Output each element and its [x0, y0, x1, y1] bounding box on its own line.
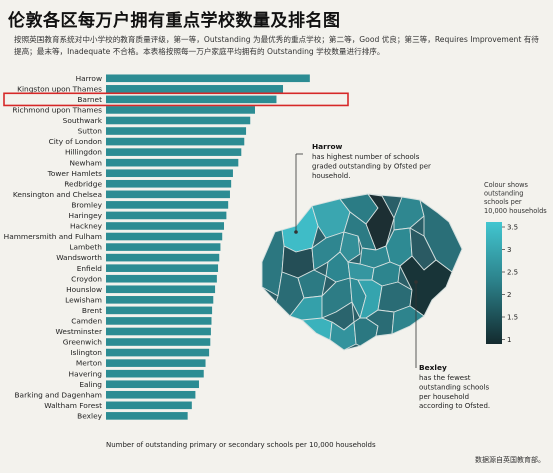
bar [106, 243, 221, 251]
category-label: Hammersmith and Fulham [4, 232, 102, 241]
legend-title: Colour shows outstanding schools per 10,000… [484, 181, 547, 215]
map-kingston [301, 317, 333, 341]
category-label: Tower Hamlets [47, 169, 103, 178]
harrow-annotation-text: has highest number of schools graded outs… [312, 153, 431, 180]
bar [106, 85, 284, 93]
bar [106, 137, 245, 146]
bar [106, 232, 223, 241]
category-label: Sutton [78, 127, 103, 136]
category-label: Brent [82, 306, 102, 315]
bar [106, 306, 213, 315]
category-label: Bromley [71, 200, 102, 209]
bar [106, 317, 212, 325]
bar [106, 380, 199, 389]
bar [106, 169, 233, 178]
bar [106, 179, 232, 188]
bar [106, 390, 196, 399]
legend-tick-label: 1.5 [507, 313, 518, 321]
legend-tick-label: 2 [507, 291, 511, 299]
legend-tick-label: 3 [507, 246, 511, 254]
category-label: Haringey [69, 211, 103, 220]
page-title: 伦敦各区每万户拥有重点学校数量及排名图 [8, 11, 341, 31]
bar [106, 264, 219, 272]
bar [106, 296, 214, 304]
category-label: Barking and Dagenham [14, 390, 102, 399]
page-subtitle: 按照英国教育系统对中小学校的教育质量评级，第一等，Outstanding 为最优… [14, 35, 539, 56]
category-label: Wandsworth [56, 253, 102, 262]
category-label: Ealing [79, 380, 102, 389]
category-label: Havering [69, 369, 103, 378]
bar [106, 274, 217, 283]
bexley-annotation-text: has the fewest outstanding schools per hou… [419, 374, 490, 410]
bar [106, 285, 216, 294]
category-label: Camden [71, 317, 102, 326]
category-label: Kensington and Chelsea [13, 190, 102, 199]
category-label: Croydon [71, 274, 102, 283]
category-label: Lewisham [65, 295, 102, 304]
bar [106, 338, 211, 346]
category-label: Richmond upon Thames [12, 106, 102, 115]
bar [106, 348, 210, 357]
bar [106, 190, 230, 199]
bar [106, 211, 227, 220]
harrow-annotation-title: Harrow [312, 142, 343, 151]
legend-tick-label: 2.5 [507, 268, 518, 276]
highlight-box [3, 92, 349, 107]
category-label: Harrow [76, 74, 102, 83]
london-map [261, 193, 463, 351]
bar [106, 158, 239, 167]
harrow-leader-dot [294, 230, 298, 234]
bar [106, 412, 188, 420]
map-bexley [399, 255, 453, 317]
bar [106, 116, 251, 125]
category-label: Greenwich [63, 338, 103, 347]
category-label: Islington [70, 348, 102, 357]
bar [106, 127, 247, 135]
category-label: Enfield [77, 264, 103, 273]
bar [106, 359, 206, 367]
category-label: Hounslow [66, 285, 102, 294]
x-axis-label: Number of outstanding primary or seconda… [106, 441, 376, 449]
legend-colour-bar [486, 222, 502, 344]
bar [106, 222, 225, 230]
bar [106, 201, 229, 209]
category-label: Kingston upon Thames [17, 84, 102, 93]
category-label: Newham [69, 158, 102, 167]
category-label: Westminster [56, 327, 103, 336]
bar [106, 106, 255, 114]
source-note: 数据源自英国教育部。 [475, 456, 545, 464]
map-hammersmith [297, 269, 327, 299]
category-label: Hillingdon [65, 148, 102, 157]
category-label: Lambeth [69, 243, 102, 252]
bar [106, 253, 220, 262]
bar [106, 327, 211, 336]
bexley-annotation-title: Bexley [419, 363, 447, 372]
category-label: Hackney [70, 222, 103, 231]
bar [106, 369, 204, 378]
map-harrow [281, 205, 319, 253]
category-label: Waltham Forest [44, 401, 102, 410]
category-label: City of London [49, 137, 103, 146]
legend-tick-label: 1 [507, 336, 511, 344]
bar [106, 74, 310, 83]
bexley-leader-dot [414, 280, 418, 284]
category-label: Merton [76, 359, 102, 368]
bar [106, 95, 277, 104]
category-label: Barnet [77, 95, 102, 104]
bar [106, 401, 192, 410]
category-label: Redbridge [64, 179, 102, 188]
category-label: Southwark [63, 116, 103, 125]
legend-tick-label: 3.5 [507, 223, 518, 231]
bar [106, 148, 242, 156]
category-label: Bexley [77, 411, 102, 420]
